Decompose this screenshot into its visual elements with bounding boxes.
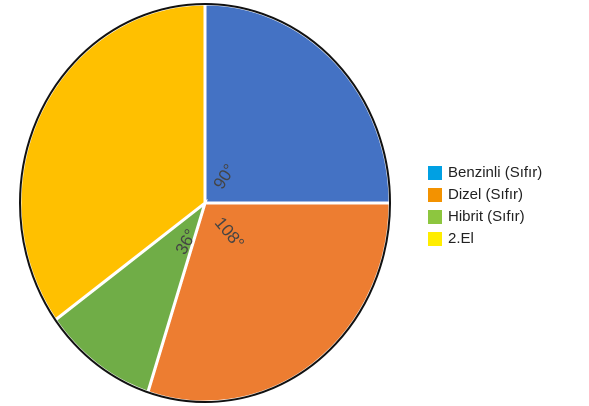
legend-label: Benzinli (Sıfır) bbox=[448, 164, 542, 181]
legend-label: Hibrit (Sıfır) bbox=[448, 208, 525, 225]
legend-swatch bbox=[428, 166, 442, 180]
legend-label: 2.El bbox=[448, 230, 474, 247]
legend-swatch bbox=[428, 210, 442, 224]
pie-outline bbox=[19, 3, 391, 403]
legend-label: Dizel (Sıfır) bbox=[448, 186, 523, 203]
legend-swatch bbox=[428, 232, 442, 246]
legend-swatch bbox=[428, 188, 442, 202]
